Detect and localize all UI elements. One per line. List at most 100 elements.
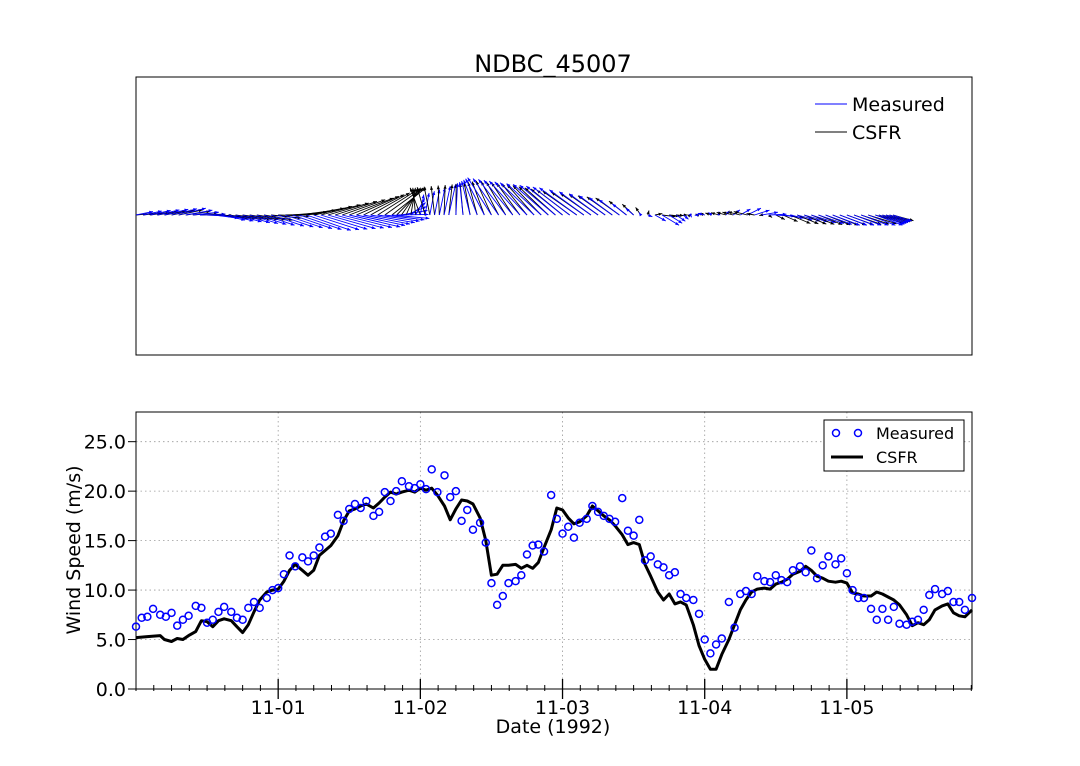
measured-point (285, 551, 294, 560)
measured-arrow-head (904, 219, 909, 223)
measured-arrow-head (862, 222, 867, 226)
x-tick-label: 11-02 (393, 697, 448, 719)
measured-arrow-head (467, 177, 471, 182)
wind-legend-measured-marker-2 (853, 428, 863, 438)
measured-arrow-head (473, 178, 477, 183)
measured-arrow (164, 208, 189, 216)
measured-arrow-head (579, 195, 584, 200)
measured-arrow-head (455, 183, 459, 188)
measured-arrow (377, 214, 420, 222)
measured-point (539, 547, 549, 556)
csfr-arrow-head (716, 211, 721, 215)
measured-arrow (465, 178, 485, 216)
measured-arrow-head (309, 224, 314, 228)
measured-point (148, 604, 158, 614)
measured-point (836, 554, 846, 563)
csfr-arrow (416, 187, 426, 216)
csfr-arrow (320, 204, 361, 216)
measured-point (468, 525, 478, 534)
measured-point (345, 504, 354, 514)
measured-arrow (882, 214, 907, 224)
measured-arrow-head (175, 209, 180, 213)
measured-arrow (306, 214, 351, 231)
csfr-line (135, 486, 974, 671)
csfr-arrow-head (710, 212, 715, 216)
measured-arrow-head (907, 218, 912, 222)
measured-arrow-head (410, 220, 415, 224)
measured-arrow-head (526, 186, 531, 190)
measured-arrow (384, 214, 425, 221)
measured-arrow-head (208, 209, 213, 213)
measured-point (563, 522, 573, 532)
y-tick-label: 5.0 (96, 630, 126, 652)
measured-point (859, 593, 869, 603)
measured-arrow-head (494, 181, 499, 186)
measured-arrow-head (519, 185, 524, 189)
measured-arrow-head (774, 211, 779, 215)
csfr-arrow-head (733, 210, 738, 215)
measured-arrow (401, 210, 428, 216)
csfr-arrow-head (419, 187, 424, 192)
measured-point (481, 538, 491, 547)
quiver-legend: Measured CSFR (815, 94, 945, 144)
measured-arrow-head (532, 186, 537, 191)
measured-point (356, 503, 365, 513)
measured-arrow-head (406, 221, 410, 225)
quiver-legend-measured-label: Measured (852, 94, 945, 116)
quiver-legend-csfr-label: CSFR (852, 122, 901, 144)
measured-arrow-head (489, 181, 493, 185)
measured-arrow-head (539, 187, 544, 192)
csfr-arrow-head (436, 185, 440, 190)
measured-arrow (532, 186, 570, 216)
measured-arrow (578, 195, 606, 216)
wind-speed-panel: 0.0 5.0 10.0 15.0 20.0 25.0 11-01 11-02 11-03 11-… (63, 411, 977, 738)
wind-legend: Measured CSFR (823, 419, 965, 472)
measured-point (848, 585, 857, 595)
measured-point (694, 609, 704, 619)
measured-point (582, 514, 591, 524)
quiver-arrows (135, 177, 914, 231)
measured-arrow (171, 208, 198, 216)
measured-point (498, 591, 508, 601)
y-tick-label: 25.0 (84, 432, 126, 454)
measured-arrow (818, 214, 845, 224)
measured-point (197, 603, 206, 613)
measured-point (588, 501, 597, 511)
csfr-arrow (501, 183, 528, 216)
measured-arrow (512, 184, 549, 216)
measured-point (421, 484, 431, 494)
measured-arrow (327, 214, 376, 230)
measured-point (333, 510, 343, 520)
measured-arrow-head (569, 193, 574, 198)
csfr-arrow (443, 184, 446, 216)
measured-point (298, 553, 307, 562)
measured-arrow-head (274, 220, 279, 224)
measured-arrow-head (549, 189, 554, 194)
measured-arrow (494, 181, 528, 216)
measured-arrow (292, 214, 333, 230)
measured-arrow-head (697, 212, 702, 216)
measured-point (949, 597, 958, 607)
measured-arrow (499, 182, 535, 216)
measured-arrow-head (855, 222, 860, 226)
measured-point (967, 593, 977, 603)
measured-arrow-head (847, 221, 852, 225)
measured-point (440, 471, 449, 480)
measured-arrow-head (905, 219, 910, 223)
measured-arrow (363, 214, 411, 225)
measured-arrow-head (599, 199, 603, 204)
measured-arrow (438, 187, 446, 216)
measured-point (659, 563, 668, 572)
measured-point (362, 496, 371, 506)
csfr-arrow (409, 187, 421, 216)
x-tick-label: 11-01 (251, 697, 306, 719)
measured-point (290, 562, 300, 571)
csfr-arrow-head (524, 187, 529, 192)
csfr-arrow-head (486, 182, 490, 187)
measured-arrow-head (884, 222, 889, 226)
measured-point (842, 569, 852, 578)
measured-arrow-head (648, 213, 653, 217)
measured-point (487, 578, 496, 588)
measured-arrow (235, 214, 262, 223)
